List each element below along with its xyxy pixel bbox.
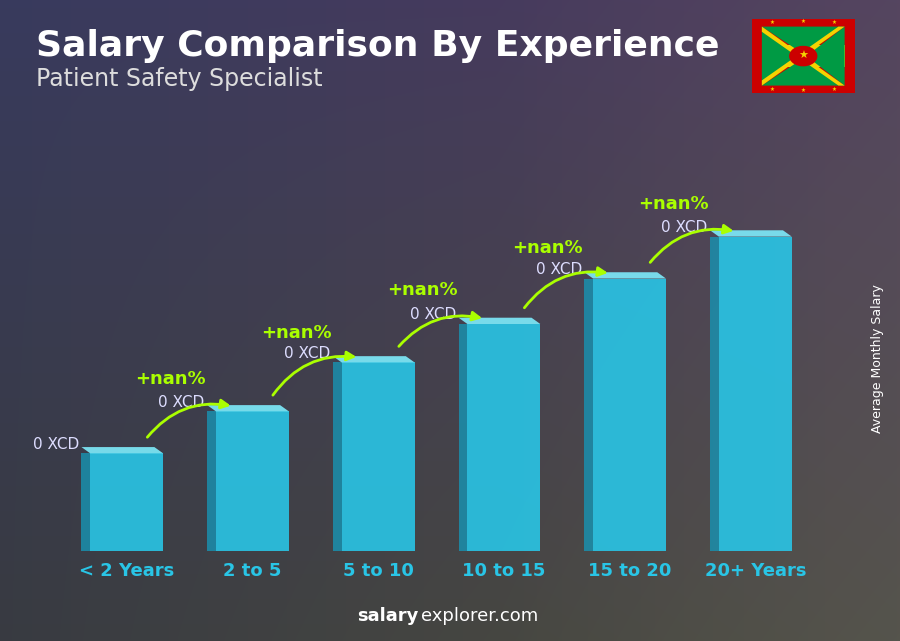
Text: ★: ★ [770,21,775,26]
Text: salary: salary [357,607,418,625]
Bar [761,45,845,67]
Polygon shape [207,405,289,412]
Text: Average Monthly Salary: Average Monthly Salary [871,285,884,433]
Text: +nan%: +nan% [387,281,457,299]
Text: ★: ★ [832,21,837,26]
Text: ★: ★ [801,88,806,93]
Polygon shape [333,356,415,362]
Polygon shape [584,272,666,279]
Text: Patient Safety Specialist: Patient Safety Specialist [36,67,322,91]
Bar [207,412,216,551]
Text: explorer.com: explorer.com [421,607,538,625]
Text: ★: ★ [770,87,775,92]
Polygon shape [761,58,844,86]
Polygon shape [761,26,844,86]
Polygon shape [459,318,540,324]
Polygon shape [710,230,792,237]
Text: ★: ★ [798,51,808,61]
Polygon shape [761,26,800,86]
Text: +nan%: +nan% [638,195,709,213]
Text: 0 XCD: 0 XCD [158,395,204,410]
Bar [333,362,342,551]
Text: ★: ★ [801,19,806,24]
Polygon shape [82,447,163,453]
Bar [342,362,415,551]
Text: ★: ★ [832,87,837,92]
Bar [710,237,719,551]
Text: 0 XCD: 0 XCD [32,437,79,452]
Text: +nan%: +nan% [135,370,206,388]
Polygon shape [806,26,844,86]
Bar [459,324,467,551]
Polygon shape [761,26,844,86]
Text: +nan%: +nan% [261,324,332,342]
Text: 0 XCD: 0 XCD [662,220,707,235]
Text: +nan%: +nan% [512,238,583,256]
Bar [719,237,792,551]
Circle shape [790,47,816,65]
Bar [584,279,593,551]
Polygon shape [761,26,844,54]
Text: Salary Comparison By Experience: Salary Comparison By Experience [36,29,719,63]
Text: 0 XCD: 0 XCD [284,345,330,361]
Bar [216,412,289,551]
Bar [90,453,163,551]
Text: 0 XCD: 0 XCD [536,262,581,277]
Bar [593,279,666,551]
Bar [467,324,540,551]
Text: 0 XCD: 0 XCD [410,307,456,322]
Bar [82,453,90,551]
